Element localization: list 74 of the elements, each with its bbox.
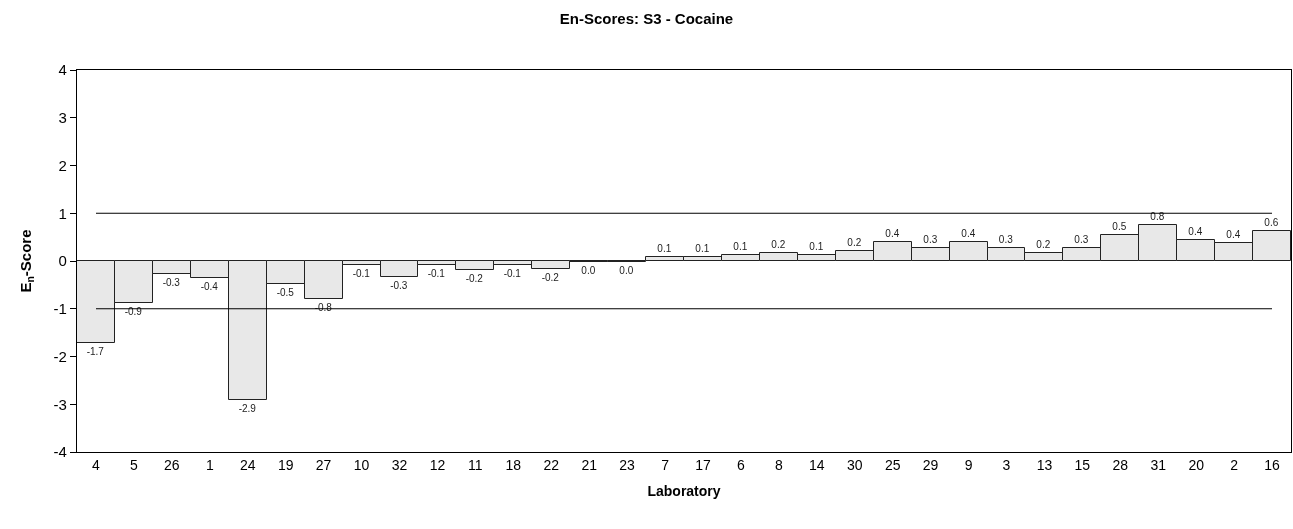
x-tick-label: 8 [774,456,783,473]
x-tick-label: 26 [164,456,180,473]
chart-title: En-Scores: S3 - Cocaine [559,9,734,27]
x-tick-label: 22 [543,456,560,473]
data-label: -0.4 [200,280,219,292]
y-tick-label: -2 [53,347,67,365]
y-tick-label: 3 [58,109,67,126]
x-tick-label: 20 [1188,456,1205,473]
data-label: 0.3 [1074,233,1089,245]
x-tick-label: 4 [92,456,101,473]
x-axis-title: Laboratory [647,483,721,500]
data-label: -1.7 [86,345,105,357]
data-label: 0.6 [1264,216,1279,228]
x-tick-label: 27 [315,456,332,473]
y-tick-label: 1 [58,204,67,222]
y-tick-label: -3 [53,395,67,413]
data-label: -0.3 [390,279,408,291]
data-label: -0.1 [503,267,522,279]
data-label: 0.0 [619,264,634,276]
x-tick-label: 24 [239,456,256,473]
data-label: 0.1 [733,240,748,252]
data-label: 0.1 [695,242,710,254]
data-label: 0.0 [581,264,596,276]
x-tick-label: 25 [884,456,901,473]
y-tick-label: 4 [58,61,67,79]
data-label: 0.2 [1036,238,1051,250]
data-label: 0.3 [998,233,1014,245]
data-label: -0.3 [162,276,181,288]
data-label: 0.2 [771,238,786,250]
x-tick-label: 31 [1150,456,1167,473]
data-label: -2.9 [238,402,257,414]
x-tick-label: 13 [1036,456,1053,473]
data-label: 0.4 [1226,228,1241,240]
x-tick-label: 11 [468,456,483,473]
x-tick-label: 2 [1230,456,1239,473]
x-tick-label: 12 [429,456,446,473]
x-tick-label: 5 [130,456,139,473]
y-tick-label: 2 [58,156,67,174]
x-tick-label: 10 [353,456,370,473]
data-label: 0.8 [1150,210,1165,222]
x-tick-label: 14 [808,456,825,473]
x-tick-label: 21 [581,456,598,473]
x-tick-label: 15 [1074,456,1091,473]
y-tick-label: 0 [58,252,67,270]
x-tick-label: 6 [737,456,746,473]
data-label: -0.2 [541,271,560,283]
data-label: -0.1 [352,267,371,279]
x-tick-label: 23 [619,456,636,473]
data-label: 0.3 [923,233,938,245]
data-label: 0.4 [885,227,900,239]
data-label: 0.4 [961,227,976,239]
data-label: 0.5 [1112,220,1127,232]
x-tick-label: 28 [1112,456,1129,473]
data-label: -0.1 [427,267,446,279]
data-label: 0.1 [809,240,824,252]
x-tick-label: 32 [391,456,408,473]
x-tick-label: 17 [695,456,711,473]
data-label: 0.2 [847,236,862,248]
y-tick-label: -1 [53,300,67,317]
data-label: -0.2 [465,272,484,284]
y-tick-label: -4 [53,443,67,461]
x-tick-label: 29 [922,456,939,473]
x-tick-label: 3 [1002,456,1011,473]
x-tick-label: 1 [205,456,214,473]
x-tick-label: 18 [505,456,522,473]
data-label: -0.5 [276,286,295,298]
x-tick-label: 7 [661,456,670,473]
x-tick-label: 19 [277,456,294,473]
data-label: 0.4 [1188,225,1203,237]
data-label: 0.1 [657,242,672,254]
x-tick-label: 9 [964,456,973,473]
x-tick-label: 16 [1264,456,1281,473]
data-label: -0.9 [124,305,143,317]
x-tick-label: 30 [846,456,863,473]
